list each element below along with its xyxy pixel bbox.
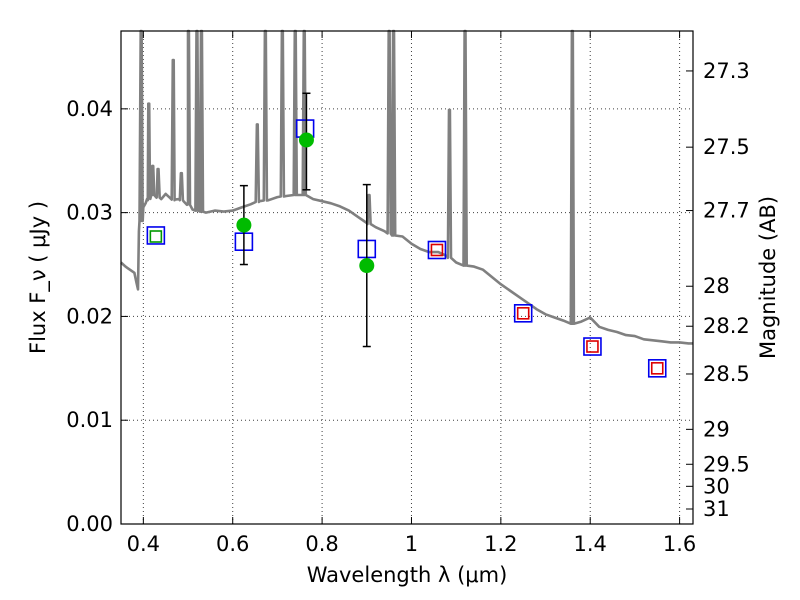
x-tick-label: 0.8	[305, 532, 338, 556]
x-axis-label: Wavelength λ (μm)	[307, 563, 508, 587]
blue-box-marker	[513, 304, 533, 323]
red-box-marker	[650, 362, 664, 375]
blue-box-marker	[146, 226, 166, 245]
y-tick-label: 0.00	[66, 512, 113, 536]
x-tick-label: 1.6	[663, 532, 696, 556]
x-tick-label: 0.4	[127, 532, 160, 556]
y-axis-label-right: Magnitude (AB)	[756, 196, 780, 359]
right-tick-label: 27.3	[703, 59, 750, 83]
observed-point	[359, 258, 375, 274]
grid-layer	[121, 31, 693, 525]
blue-box-marker	[583, 337, 602, 356]
right-tick-label: 28.2	[703, 314, 750, 338]
right-tick-label: 29.5	[703, 452, 750, 476]
x-tick-label: 1.2	[484, 532, 517, 556]
right-tick-label: 30	[703, 474, 730, 498]
marker-layer	[146, 92, 667, 378]
model-layer	[120, 29, 693, 345]
y-tick-label: 0.03	[66, 201, 113, 225]
red-box-marker	[516, 307, 530, 320]
right-tick-label: 31	[703, 497, 730, 521]
right-tick-label: 28	[703, 274, 730, 298]
x-tick-label: 1	[405, 532, 418, 556]
model-spectrum-line	[120, 29, 693, 345]
observed-point	[236, 217, 252, 233]
y-tick-label: 0.04	[66, 97, 113, 121]
red-box-marker	[586, 340, 599, 353]
x-tick-label: 0.6	[216, 532, 249, 556]
plot-frame	[120, 30, 694, 525]
observed-point	[298, 132, 314, 148]
right-tick-label: 27.7	[703, 199, 750, 223]
y-tick-label: 0.02	[66, 304, 113, 328]
right-tick-label: 28.5	[703, 362, 750, 386]
red-box-marker	[430, 243, 444, 257]
blue-box-marker	[427, 240, 447, 260]
x-tick-label: 1.4	[574, 532, 607, 556]
tick-layer: 0.4 0.6 0.8 1 1.2 1.4 1.6 0.00 0.01 0.02 0.03 0.04 2…	[66, 31, 750, 556]
y-tick-label: 0.01	[66, 408, 113, 432]
right-tick-label: 29	[703, 417, 730, 441]
y-axis-label-left: Flux F_ν ( μJy )	[26, 201, 51, 354]
right-tick-label: 27.5	[703, 135, 750, 159]
green-box-marker	[149, 230, 163, 243]
blue-box-marker	[647, 359, 667, 378]
